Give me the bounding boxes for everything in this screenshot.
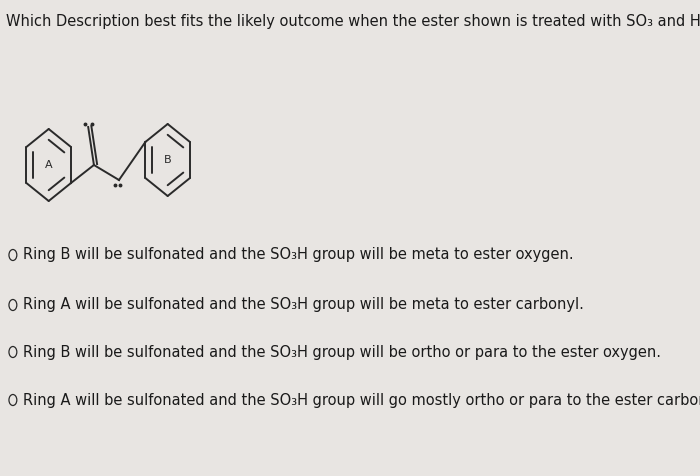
Text: Which Description best fits the likely outcome when the ester shown is treated w: Which Description best fits the likely o… — [6, 14, 700, 29]
Text: A: A — [45, 160, 52, 170]
Text: Ring B will be sulfonated and the SO₃H group will be meta to ester oxygen.: Ring B will be sulfonated and the SO₃H g… — [23, 248, 573, 262]
Text: Ring B will be sulfonated and the SO₃H group will be ortho or para to the ester : Ring B will be sulfonated and the SO₃H g… — [23, 345, 661, 359]
Text: Ring A will be sulfonated and the SO₃H group will go mostly ortho or para to the: Ring A will be sulfonated and the SO₃H g… — [23, 393, 700, 407]
Text: B: B — [164, 155, 172, 165]
Text: Ring A will be sulfonated and the SO₃H group will be meta to ester carbonyl.: Ring A will be sulfonated and the SO₃H g… — [23, 298, 584, 313]
